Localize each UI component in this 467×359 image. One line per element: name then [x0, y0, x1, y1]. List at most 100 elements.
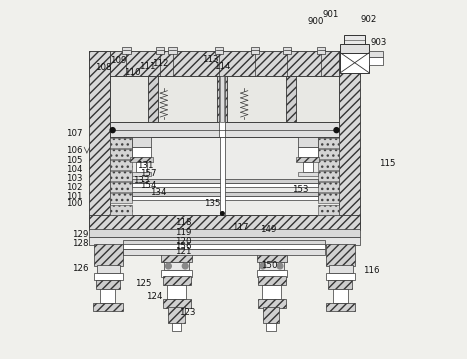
Text: 157: 157	[140, 169, 156, 178]
Bar	[110, 160, 132, 170]
Text: 134: 134	[150, 187, 167, 196]
Bar	[262, 285, 281, 299]
Bar	[329, 265, 353, 273]
Bar	[360, 40, 362, 58]
Text: 131: 131	[136, 162, 153, 171]
Text: 100: 100	[66, 199, 83, 208]
Bar	[110, 137, 339, 215]
Bar	[318, 194, 339, 204]
Text: 154: 154	[140, 181, 156, 190]
Text: 109: 109	[110, 56, 127, 65]
Bar	[156, 47, 164, 53]
Text: 156: 156	[175, 242, 191, 251]
Bar	[266, 322, 276, 331]
Text: 121: 121	[175, 247, 191, 256]
Bar	[130, 157, 153, 162]
Circle shape	[110, 128, 115, 133]
Text: 126: 126	[72, 264, 89, 273]
Text: 111: 111	[139, 62, 155, 71]
Text: 149: 149	[261, 225, 277, 234]
Bar	[169, 47, 177, 53]
Text: 900: 900	[308, 17, 324, 26]
Bar	[97, 265, 120, 273]
Text: 116: 116	[363, 266, 379, 275]
Bar	[318, 182, 339, 192]
Bar	[259, 262, 284, 270]
Bar	[110, 171, 132, 181]
Bar	[123, 240, 325, 244]
Bar	[344, 36, 365, 44]
Circle shape	[182, 263, 188, 269]
Bar	[94, 273, 123, 280]
Text: 106: 106	[66, 146, 83, 155]
Text: 120: 120	[175, 237, 191, 246]
Bar	[110, 76, 149, 122]
Bar	[89, 215, 361, 229]
Bar	[318, 149, 339, 159]
Bar	[161, 270, 191, 277]
Bar	[132, 147, 151, 157]
Text: 107: 107	[66, 129, 83, 137]
Bar	[172, 322, 181, 331]
Bar	[132, 137, 151, 147]
Bar	[219, 137, 225, 215]
Text: 113: 113	[202, 55, 219, 64]
Bar	[123, 249, 325, 255]
Bar	[89, 51, 361, 76]
Bar	[257, 270, 287, 277]
Bar	[149, 76, 158, 122]
Circle shape	[166, 263, 171, 269]
Bar	[326, 244, 355, 266]
Bar	[110, 149, 132, 159]
Bar	[298, 147, 318, 157]
Circle shape	[277, 263, 283, 269]
Bar	[161, 244, 191, 262]
Text: 903: 903	[370, 38, 387, 47]
Bar	[89, 51, 110, 229]
Circle shape	[220, 212, 224, 215]
Text: 118: 118	[175, 218, 191, 227]
Bar	[110, 76, 339, 122]
Bar	[164, 262, 189, 270]
Bar	[136, 162, 147, 172]
Bar	[110, 138, 132, 148]
Bar	[89, 229, 361, 237]
Bar	[132, 172, 151, 176]
Text: 101: 101	[66, 192, 83, 201]
Bar	[286, 76, 297, 122]
Bar	[132, 196, 318, 200]
Text: 103: 103	[66, 174, 83, 183]
Text: 108: 108	[95, 64, 111, 73]
Circle shape	[334, 128, 339, 133]
Bar	[110, 182, 132, 192]
Bar	[296, 157, 319, 162]
Bar	[219, 76, 225, 137]
Text: 901: 901	[323, 10, 339, 19]
Bar	[89, 237, 361, 244]
Bar	[318, 205, 339, 215]
Text: 123: 123	[179, 308, 195, 317]
Bar	[326, 273, 355, 280]
Bar	[317, 47, 325, 53]
Bar	[220, 76, 224, 122]
Bar	[96, 280, 120, 289]
Bar	[93, 303, 123, 311]
Text: 105: 105	[66, 156, 83, 165]
Bar	[333, 289, 348, 303]
Text: 104: 104	[66, 165, 83, 174]
Text: 102: 102	[66, 183, 83, 192]
Text: 125: 125	[135, 279, 152, 288]
Text: 129: 129	[72, 230, 89, 239]
Bar	[303, 162, 313, 172]
Bar	[258, 276, 286, 285]
Text: 124: 124	[146, 292, 163, 301]
Bar	[369, 51, 383, 57]
Bar	[298, 172, 318, 176]
Bar	[132, 192, 318, 196]
Text: 135: 135	[205, 199, 221, 208]
Bar	[326, 303, 355, 311]
Bar	[283, 47, 291, 53]
Text: 128: 128	[72, 239, 89, 248]
Bar	[340, 44, 369, 52]
Bar	[100, 289, 115, 303]
